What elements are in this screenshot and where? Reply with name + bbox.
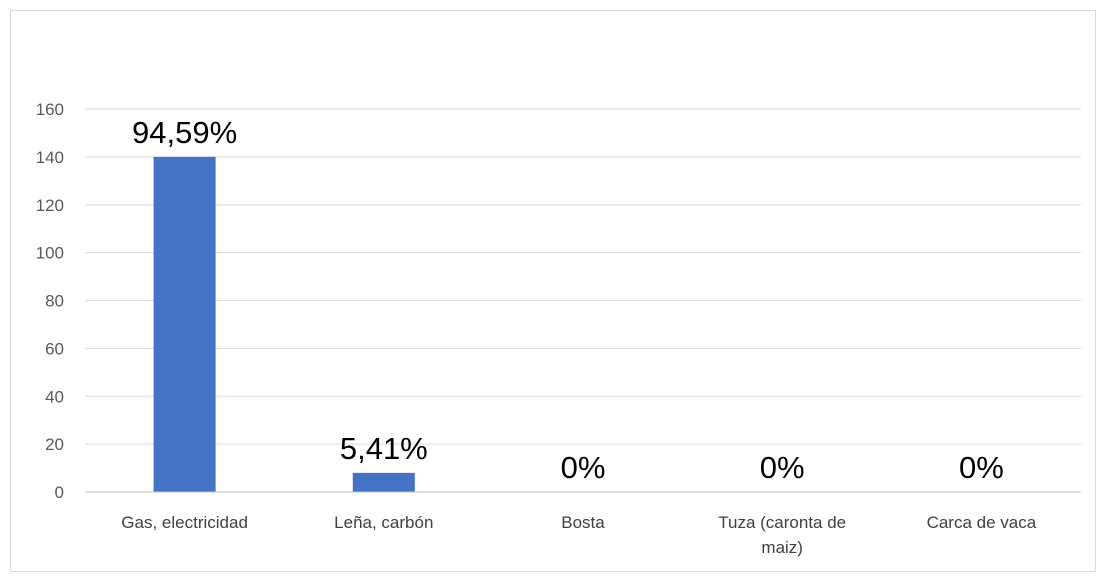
data-label: 0% [959,450,1004,485]
data-label: 94,59% [132,115,237,150]
y-tick-label: 20 [45,435,64,454]
y-tick-label: 100 [36,244,64,263]
x-category-label: Carca de vaca [927,513,1037,532]
x-category-label: Leña, carbón [334,513,433,532]
bar [352,472,415,492]
y-tick-label: 40 [45,387,64,406]
data-labels: 94,59% 5,41% 0% 0% 0% [132,115,1004,485]
x-category-label: Bosta [561,513,605,532]
y-tick-label: 60 [45,339,64,358]
data-label: 5,41% [340,431,428,466]
x-category-label: maiz) [761,538,803,557]
y-axis-ticks: 0 20 40 60 80 100 120 140 160 [36,100,64,502]
x-category-label: Tuza (caronta de [718,513,846,532]
y-tick-label: 160 [36,100,64,119]
data-label: 0% [760,450,805,485]
data-label: 0% [561,450,606,485]
y-tick-label: 140 [36,148,64,167]
y-tick-label: 80 [45,292,64,311]
y-tick-label: 0 [55,483,64,502]
x-category-label: Gas, electricidad [121,513,248,532]
bar [153,156,216,492]
x-axis-category-labels: Gas, electricidad Leña, carbón Bosta Tuza (… [121,513,1036,557]
gridlines [85,108,1081,445]
bars [153,156,415,492]
y-tick-label: 120 [36,196,64,215]
